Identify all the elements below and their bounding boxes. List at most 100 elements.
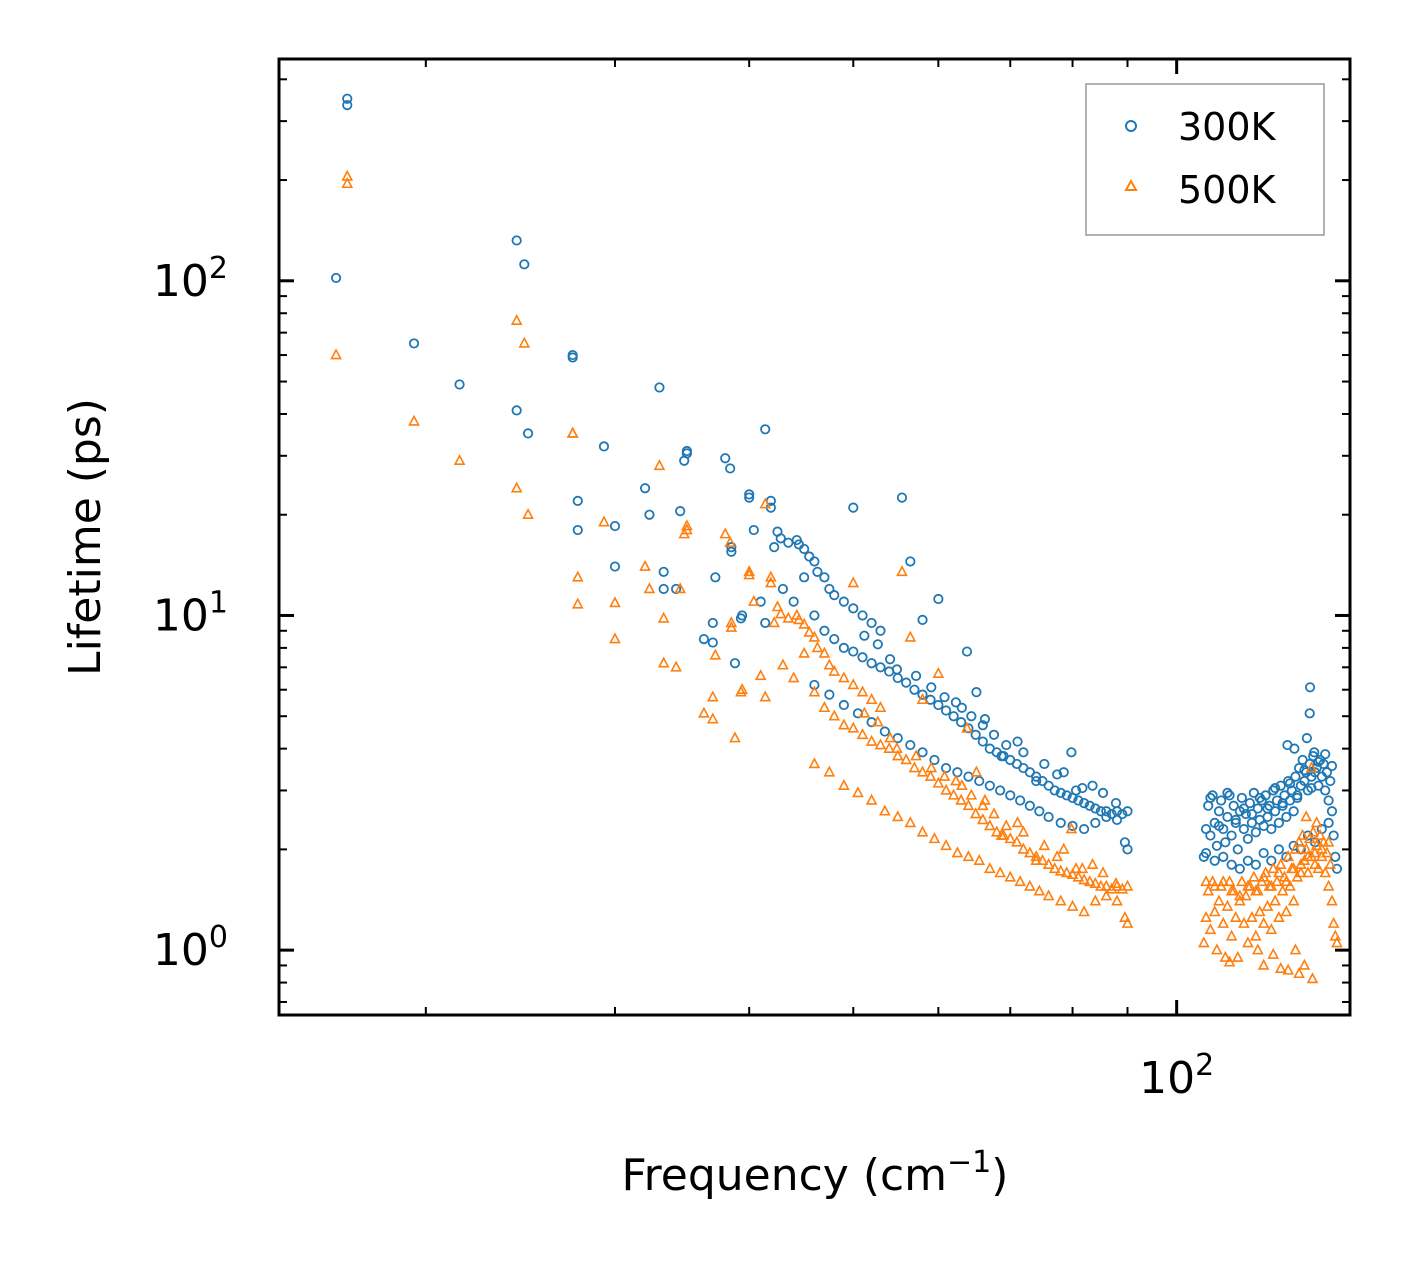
data-point-500K	[1287, 894, 1300, 906]
data-point-500K	[947, 788, 960, 800]
data-point-500K	[518, 336, 531, 348]
data-point-500K	[1065, 822, 1078, 834]
data-point-300K	[1070, 785, 1082, 796]
data-point-500K	[838, 718, 850, 730]
data-point-500K	[1213, 894, 1225, 906]
data-point-300K	[848, 502, 859, 513]
data-point-300K	[658, 583, 669, 595]
data-point-500K	[951, 846, 964, 858]
data-point-300K	[454, 379, 465, 390]
data-point-500K	[598, 515, 610, 527]
data-point-500K	[725, 616, 738, 628]
data-point-500K	[1048, 862, 1061, 874]
data-point-500K	[852, 786, 864, 798]
data-point-300K	[1216, 795, 1227, 806]
data-point-300K	[1043, 780, 1054, 791]
data-point-300K	[1049, 785, 1060, 796]
data-point-300K	[819, 625, 830, 636]
data-point-500K	[988, 807, 1000, 819]
data-point-500K	[759, 690, 772, 702]
data-point-300K	[1240, 808, 1251, 820]
data-point-500K	[1233, 894, 1246, 906]
data-point-500K	[1110, 876, 1122, 888]
data-point-300K	[1262, 803, 1273, 814]
data-point-300K	[1213, 820, 1225, 832]
data-point-300K	[1226, 859, 1237, 870]
data-point-500K	[1024, 846, 1036, 858]
data-point-500K	[698, 706, 710, 718]
data-point-500K	[938, 769, 951, 781]
data-point-300K	[1270, 782, 1281, 794]
data-point-500K	[1004, 832, 1017, 844]
data-point-500K	[1221, 899, 1234, 911]
data-point-300K	[1304, 682, 1316, 693]
data-point-300K	[956, 702, 967, 713]
data-point-300K	[1323, 795, 1334, 806]
data-point-500K	[1119, 910, 1131, 923]
data-point-500K	[856, 685, 869, 697]
data-point-500K	[847, 576, 860, 588]
data-point-500K	[657, 656, 670, 668]
data-point-500K	[1078, 905, 1090, 917]
data-point-500K	[962, 850, 975, 862]
data-point-300K	[1230, 814, 1241, 825]
data-point-300K	[1326, 760, 1338, 772]
data-point-300K	[1205, 830, 1216, 841]
data-point-300K	[891, 664, 903, 675]
data-point-500K	[793, 613, 805, 625]
data-point-300K	[1250, 859, 1261, 870]
data-point-500K	[657, 611, 670, 623]
data-point-300K	[744, 492, 755, 503]
data-point-300K	[519, 259, 530, 270]
data-point-300K	[1268, 785, 1279, 796]
data-point-300K	[726, 542, 737, 553]
data-point-500K	[1295, 866, 1307, 878]
data-point-300K	[567, 352, 578, 363]
data-point-500K	[838, 778, 850, 790]
data-point-300K	[1320, 749, 1331, 760]
data-point-300K	[1306, 782, 1317, 794]
data-point-500K	[1280, 875, 1293, 887]
data-point-300K	[1220, 837, 1231, 848]
data-point-500K	[891, 810, 904, 822]
x-axis-title-main: Frequency (cm	[622, 1150, 948, 1201]
data-point-300K	[1323, 817, 1334, 828]
data-point-300K	[1304, 708, 1315, 719]
data-point-500K	[969, 807, 982, 819]
data-point-300K	[1095, 806, 1106, 817]
data-point-500K	[1310, 816, 1323, 828]
data-point-500K	[925, 761, 938, 773]
data-point-500K	[1327, 916, 1340, 928]
data-point-500K	[1017, 825, 1030, 837]
data-point-500K	[1066, 899, 1079, 911]
data-point-300K	[875, 662, 886, 673]
data-point-500K	[811, 641, 824, 653]
data-point-300K	[760, 424, 771, 435]
data-point-300K	[658, 566, 669, 577]
data-point-300K	[940, 762, 952, 774]
legend-label-500K: 500K	[1178, 168, 1277, 212]
data-point-500K	[1293, 967, 1305, 979]
data-point-500K	[1261, 899, 1274, 911]
data-point-500K	[1225, 884, 1238, 896]
data-point-300K	[901, 677, 912, 688]
data-point-500K	[1004, 870, 1017, 882]
data-point-500K	[955, 793, 967, 805]
data-point-500K	[1300, 810, 1313, 822]
data-point-500K	[522, 508, 534, 520]
data-point-300K	[1266, 823, 1277, 835]
data-point-300K	[1320, 785, 1331, 796]
data-point-500K	[1253, 905, 1266, 917]
data-point-500K	[904, 816, 917, 828]
data-point-300K	[809, 610, 820, 621]
data-point-300K	[1078, 798, 1090, 809]
data-point-500K	[1265, 923, 1278, 935]
data-point-300K	[1084, 800, 1095, 811]
data-point-300K	[799, 543, 810, 555]
data-point-300K	[977, 736, 988, 747]
data-point-500K	[847, 678, 860, 690]
data-point-300K	[910, 670, 922, 681]
legend: 300K 500K	[1085, 83, 1325, 236]
data-point-500K	[609, 596, 621, 608]
data-point-300K	[824, 583, 835, 595]
